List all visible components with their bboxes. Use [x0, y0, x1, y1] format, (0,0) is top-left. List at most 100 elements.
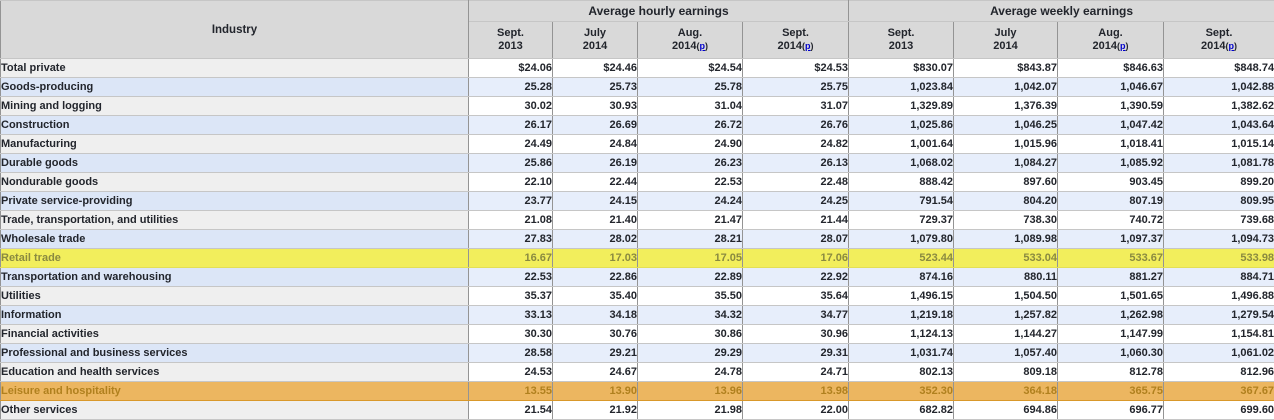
weekly-earnings-value: 1,501.65: [1058, 287, 1164, 306]
weekly-earnings-value: 739.68: [1164, 211, 1274, 230]
weekly-earnings-value: 1,079.80: [849, 230, 954, 249]
weekly-earnings-value: 1,015.14: [1164, 135, 1274, 154]
column-header-weekly-0: Sept.2013: [849, 22, 954, 59]
hourly-earnings-value: 24.82: [743, 135, 849, 154]
column-header-weekly-3: Sept.2014(p): [1164, 22, 1274, 59]
hourly-earnings-value: 16.67: [469, 249, 553, 268]
weekly-earnings-value: 1,154.81: [1164, 325, 1274, 344]
weekly-earnings-value: 1,046.67: [1058, 78, 1164, 97]
hourly-earnings-value: 13.96: [638, 382, 743, 401]
group-header-hourly: Average hourly earnings: [469, 1, 849, 22]
hourly-earnings-value: $24.06: [469, 59, 553, 78]
column-header-year: 2014: [954, 40, 1057, 53]
hourly-earnings-value: 25.28: [469, 78, 553, 97]
column-header-hourly-0: Sept.2013: [469, 22, 553, 59]
weekly-earnings-value: 809.18: [954, 363, 1058, 382]
preliminary-mark: (p): [1117, 41, 1129, 51]
column-header-month: Sept.: [743, 27, 848, 40]
weekly-earnings-value: 364.18: [954, 382, 1058, 401]
hourly-earnings-value: 24.90: [638, 135, 743, 154]
hourly-earnings-value: 31.04: [638, 97, 743, 116]
industry-row: Total private$24.06$24.46$24.54$24.53$83…: [1, 59, 1274, 78]
hourly-earnings-value: 22.92: [743, 268, 849, 287]
hourly-earnings-value: $24.53: [743, 59, 849, 78]
weekly-earnings-value: 1,257.82: [954, 306, 1058, 325]
industry-label: Retail trade: [1, 249, 469, 268]
column-header-year: 2014(p): [1058, 40, 1163, 53]
hourly-earnings-value: 30.30: [469, 325, 553, 344]
weekly-earnings-value: 1,047.42: [1058, 116, 1164, 135]
column-header-month: Sept.: [849, 27, 953, 40]
hourly-earnings-value: 22.10: [469, 173, 553, 192]
hourly-earnings-value: 28.58: [469, 344, 553, 363]
column-header-year: 2014(p): [743, 40, 848, 53]
column-header-year: 2014: [553, 40, 637, 53]
preliminary-mark: (p): [696, 41, 708, 51]
hourly-earnings-value: 13.55: [469, 382, 553, 401]
column-header-month: July: [954, 27, 1057, 40]
weekly-earnings-value: 903.45: [1058, 173, 1164, 192]
group-header-weekly: Average weekly earnings: [849, 1, 1274, 22]
preliminary-footnote-link[interactable]: p: [1229, 41, 1235, 51]
hourly-earnings-value: 22.44: [553, 173, 638, 192]
hourly-earnings-value: 22.86: [553, 268, 638, 287]
hourly-earnings-value: 26.23: [638, 154, 743, 173]
hourly-earnings-value: 26.72: [638, 116, 743, 135]
weekly-earnings-value: 533.67: [1058, 249, 1164, 268]
preliminary-footnote-link[interactable]: p: [1120, 41, 1126, 51]
hourly-earnings-value: 24.15: [553, 192, 638, 211]
weekly-earnings-value: 884.71: [1164, 268, 1274, 287]
hourly-earnings-value: 17.05: [638, 249, 743, 268]
weekly-earnings-value: 533.04: [954, 249, 1058, 268]
hourly-earnings-value: 26.17: [469, 116, 553, 135]
hourly-earnings-value: 22.89: [638, 268, 743, 287]
weekly-earnings-value: 1,219.18: [849, 306, 954, 325]
hourly-earnings-value: 22.53: [638, 173, 743, 192]
industry-label: Durable goods: [1, 154, 469, 173]
hourly-earnings-value: 35.50: [638, 287, 743, 306]
hourly-earnings-value: 34.77: [743, 306, 849, 325]
industry-label: Private service-providing: [1, 192, 469, 211]
weekly-earnings-value: 1,382.62: [1164, 97, 1274, 116]
industry-label: Manufacturing: [1, 135, 469, 154]
hourly-earnings-value: 22.53: [469, 268, 553, 287]
hourly-earnings-value: 26.13: [743, 154, 849, 173]
column-header-month: Sept.: [469, 27, 552, 40]
weekly-earnings-value: 807.19: [1058, 192, 1164, 211]
weekly-earnings-value: 812.96: [1164, 363, 1274, 382]
hourly-earnings-value: 28.07: [743, 230, 849, 249]
hourly-earnings-value: 30.86: [638, 325, 743, 344]
preliminary-footnote-link[interactable]: p: [699, 41, 705, 51]
hourly-earnings-value: 27.83: [469, 230, 553, 249]
weekly-earnings-value: $848.74: [1164, 59, 1274, 78]
preliminary-mark: (p): [802, 41, 814, 51]
hourly-earnings-value: 21.08: [469, 211, 553, 230]
column-header-year: 2014(p): [1164, 40, 1274, 53]
hourly-earnings-value: $24.46: [553, 59, 638, 78]
weekly-earnings-value: 533.98: [1164, 249, 1274, 268]
hourly-earnings-value: 24.67: [553, 363, 638, 382]
weekly-earnings-value: 1,043.64: [1164, 116, 1274, 135]
column-header-year: 2013: [849, 40, 953, 53]
hourly-earnings-value: 26.19: [553, 154, 638, 173]
weekly-earnings-value: 802.13: [849, 363, 954, 382]
weekly-earnings-value: 729.37: [849, 211, 954, 230]
hourly-earnings-value: 24.24: [638, 192, 743, 211]
preliminary-footnote-link[interactable]: p: [805, 41, 811, 51]
column-header-hourly-2: Aug.2014(p): [638, 22, 743, 59]
weekly-earnings-value: 1,097.37: [1058, 230, 1164, 249]
weekly-earnings-value: 888.42: [849, 173, 954, 192]
hourly-earnings-value: 34.32: [638, 306, 743, 325]
weekly-earnings-value: 804.20: [954, 192, 1058, 211]
